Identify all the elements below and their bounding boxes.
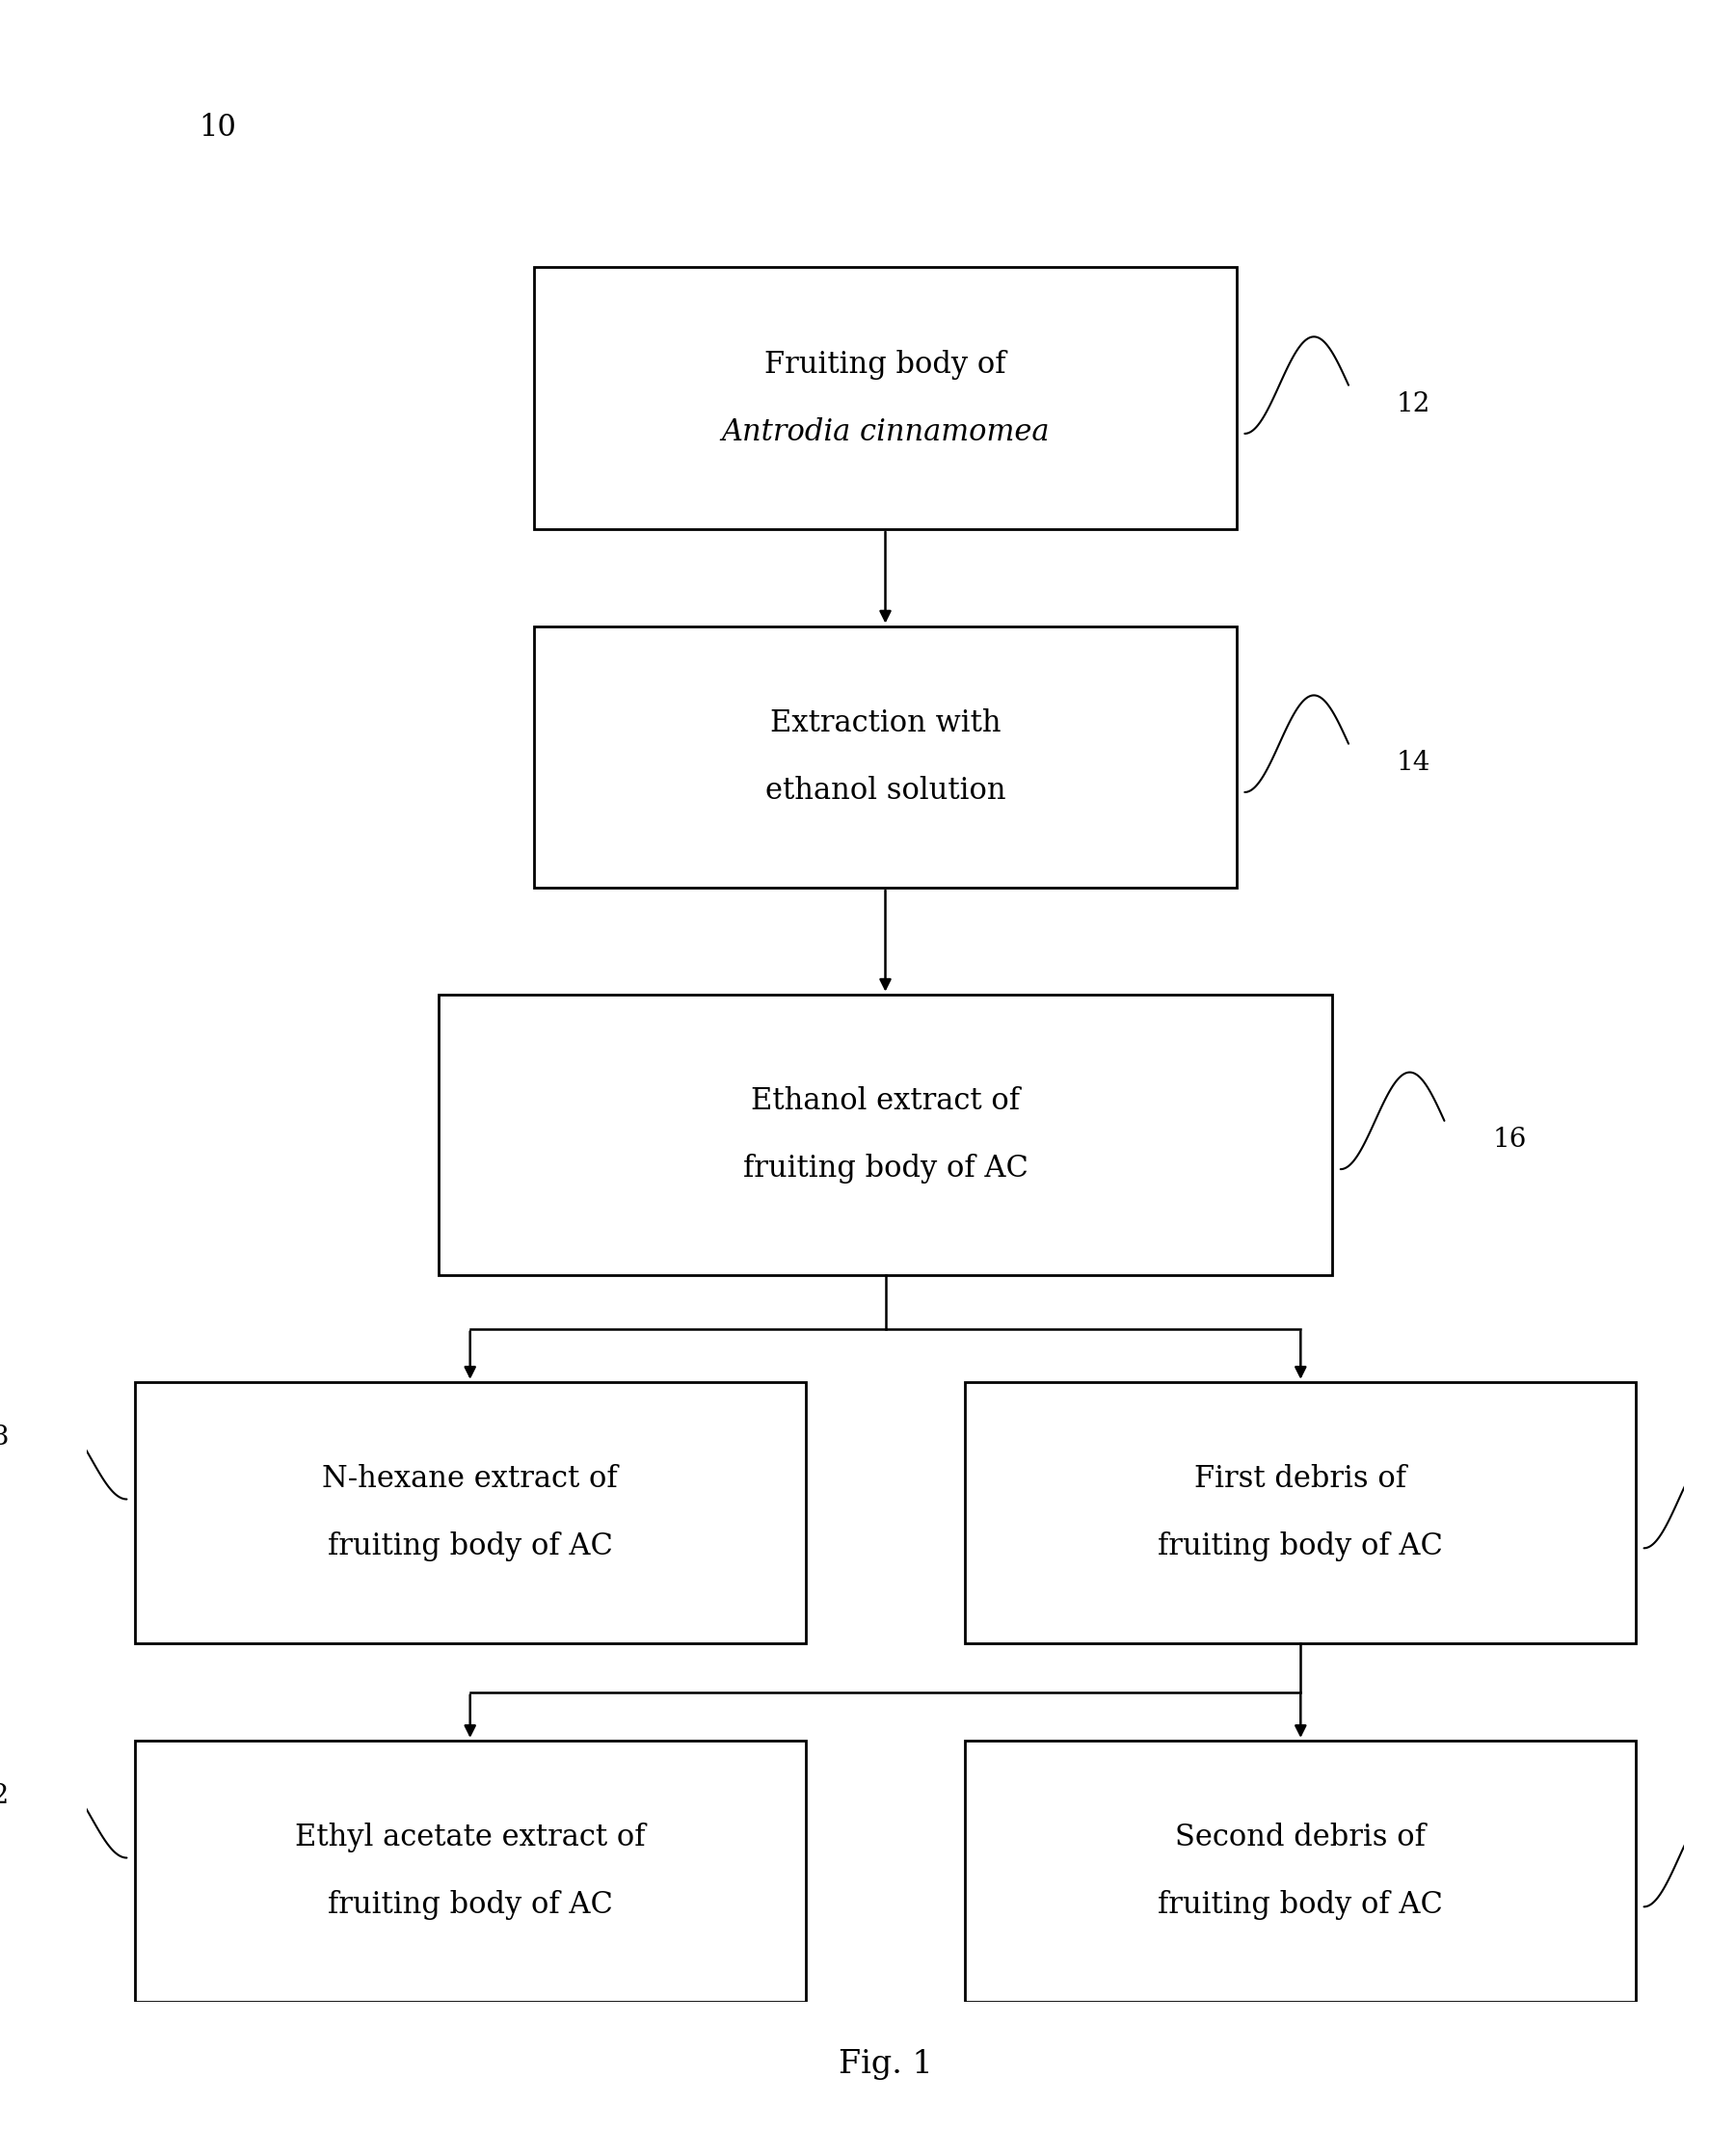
- Bar: [437, 995, 1333, 1276]
- Bar: [535, 268, 1236, 528]
- Text: 16: 16: [1493, 1127, 1526, 1152]
- Text: Extraction with: Extraction with: [769, 707, 1002, 737]
- Text: fruiting body of AC: fruiting body of AC: [1158, 1531, 1443, 1561]
- Bar: [965, 1740, 1635, 2002]
- Text: 14: 14: [1396, 750, 1430, 775]
- Text: N-hexane extract of: N-hexane extract of: [323, 1463, 618, 1493]
- Text: fruiting body of AC: fruiting body of AC: [743, 1154, 1028, 1184]
- Bar: [135, 1740, 806, 2002]
- Text: 12: 12: [1396, 392, 1430, 417]
- Text: fruiting body of AC: fruiting body of AC: [328, 1889, 613, 1921]
- Text: Fruiting body of: Fruiting body of: [764, 349, 1007, 379]
- Text: 10: 10: [198, 113, 236, 143]
- Text: fruiting body of AC: fruiting body of AC: [1158, 1889, 1443, 1921]
- Text: Second debris of: Second debris of: [1175, 1823, 1425, 1853]
- Text: 22: 22: [0, 1783, 9, 1808]
- Text: First debris of: First debris of: [1194, 1463, 1406, 1493]
- Text: ethanol solution: ethanol solution: [766, 775, 1005, 805]
- Text: 18: 18: [0, 1425, 9, 1451]
- Text: Fig. 1: Fig. 1: [838, 2049, 932, 2079]
- Text: Antrodia cinnamomea: Antrodia cinnamomea: [720, 417, 1050, 447]
- Text: Ethyl acetate extract of: Ethyl acetate extract of: [295, 1823, 646, 1853]
- Text: fruiting body of AC: fruiting body of AC: [328, 1531, 613, 1561]
- Bar: [535, 626, 1236, 888]
- Bar: [135, 1382, 806, 1644]
- Text: Ethanol extract of: Ethanol extract of: [752, 1086, 1019, 1116]
- Bar: [965, 1382, 1635, 1644]
